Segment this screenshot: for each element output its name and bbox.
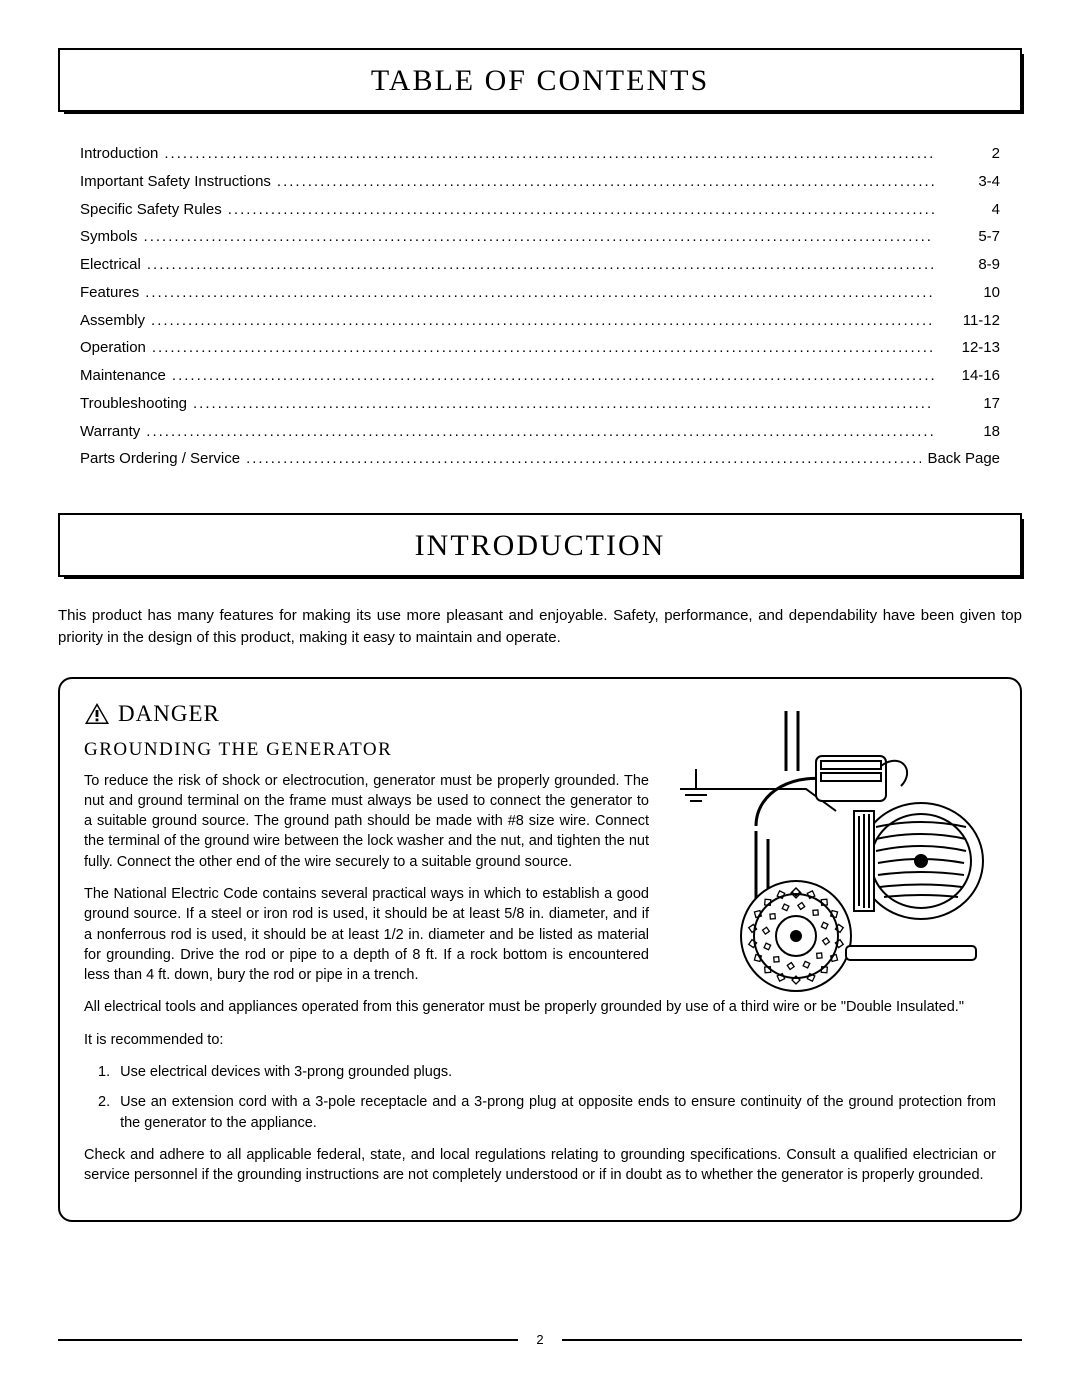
toc-label: Troubleshooting <box>80 390 187 418</box>
danger-box: DANGER GROUNDING THE GENERATOR To reduce… <box>58 677 1022 1222</box>
toc-label: Operation <box>80 334 146 362</box>
rec-intro: It is recommended to: <box>84 1030 996 1050</box>
toc-row: Parts Ordering / Service Back Page <box>80 445 1000 473</box>
toc-row: Symbols 5-7 <box>80 223 1000 251</box>
toc-label: Important Safety Instructions <box>80 168 271 196</box>
list-number: 2. <box>98 1092 110 1133</box>
danger-label: DANGER <box>118 701 220 727</box>
toc-row: Maintenance 14-16 <box>80 362 1000 390</box>
intro-title: INTRODUCTION <box>60 515 1020 575</box>
danger-para-1: To reduce the risk of shock or electrocu… <box>84 771 649 872</box>
toc-label: Electrical <box>80 251 141 279</box>
toc-list: Introduction2Important Safety Instructio… <box>58 140 1022 513</box>
danger-para-4: Check and adhere to all applicable feder… <box>84 1145 996 1186</box>
toc-page: Back Page <box>927 445 1000 473</box>
toc-row: Operation 12-13 <box>80 334 1000 362</box>
toc-page: 2 <box>940 140 1000 168</box>
toc-dots <box>172 362 934 390</box>
toc-label: Specific Safety Rules <box>80 196 222 224</box>
danger-icon <box>84 702 110 725</box>
footer-rule-left <box>58 1339 518 1341</box>
toc-page: 11-12 <box>940 307 1000 335</box>
toc-dots <box>152 334 934 362</box>
page-number: 2 <box>536 1332 543 1347</box>
toc-page: 8-9 <box>940 251 1000 279</box>
toc-dots <box>164 140 934 168</box>
toc-page: 10 <box>940 279 1000 307</box>
intro-paragraph: This product has many features for makin… <box>58 605 1022 649</box>
toc-label: Warranty <box>80 418 140 446</box>
toc-page: 4 <box>940 196 1000 224</box>
footer-rule-right <box>562 1339 1022 1341</box>
toc-label: Assembly <box>80 307 145 335</box>
toc-label: Symbols <box>80 223 138 251</box>
list-item: 1. Use electrical devices with 3-prong g… <box>84 1062 996 1082</box>
toc-row: Important Safety Instructions 3-4 <box>80 168 1000 196</box>
toc-dots <box>151 307 934 335</box>
generator-illustration <box>666 711 1006 1001</box>
list-text: Use electrical devices with 3-prong grou… <box>120 1062 452 1082</box>
toc-dots <box>145 279 934 307</box>
toc-row: Troubleshooting 17 <box>80 390 1000 418</box>
toc-page: 18 <box>940 418 1000 446</box>
toc-label: Introduction <box>80 140 158 168</box>
toc-dots <box>277 168 934 196</box>
toc-header-box: TABLE OF CONTENTS <box>58 48 1022 112</box>
list-number: 1. <box>98 1062 110 1082</box>
toc-page: 12-13 <box>940 334 1000 362</box>
toc-row: Warranty 18 <box>80 418 1000 446</box>
toc-dots <box>246 445 921 473</box>
intro-header-box: INTRODUCTION <box>58 513 1022 577</box>
toc-page: 5-7 <box>940 223 1000 251</box>
danger-body: To reduce the risk of shock or electrocu… <box>84 771 996 1186</box>
recommendation-list: 1. Use electrical devices with 3-prong g… <box>84 1062 996 1133</box>
toc-label: Parts Ordering / Service <box>80 445 240 473</box>
list-text: Use an extension cord with a 3-pole rece… <box>120 1092 996 1133</box>
toc-row: Features 10 <box>80 279 1000 307</box>
toc-page: 14-16 <box>940 362 1000 390</box>
toc-label: Features <box>80 279 139 307</box>
list-item: 2. Use an extension cord with a 3-pole r… <box>84 1092 996 1133</box>
toc-dots <box>147 251 934 279</box>
page-footer: 2 <box>58 1332 1022 1347</box>
toc-row: Assembly 11-12 <box>80 307 1000 335</box>
toc-page: 17 <box>940 390 1000 418</box>
toc-dots <box>144 223 934 251</box>
toc-row: Electrical 8-9 <box>80 251 1000 279</box>
danger-para-3: All electrical tools and appliances oper… <box>84 997 996 1017</box>
danger-para-2: The National Electric Code contains seve… <box>84 884 649 985</box>
toc-dots <box>228 196 934 224</box>
toc-row: Introduction 2 <box>80 140 1000 168</box>
toc-row: Specific Safety Rules 4 <box>80 196 1000 224</box>
toc-title: TABLE OF CONTENTS <box>60 50 1020 110</box>
toc-label: Maintenance <box>80 362 166 390</box>
toc-dots <box>193 390 934 418</box>
toc-dots <box>146 418 934 446</box>
toc-page: 3-4 <box>940 168 1000 196</box>
